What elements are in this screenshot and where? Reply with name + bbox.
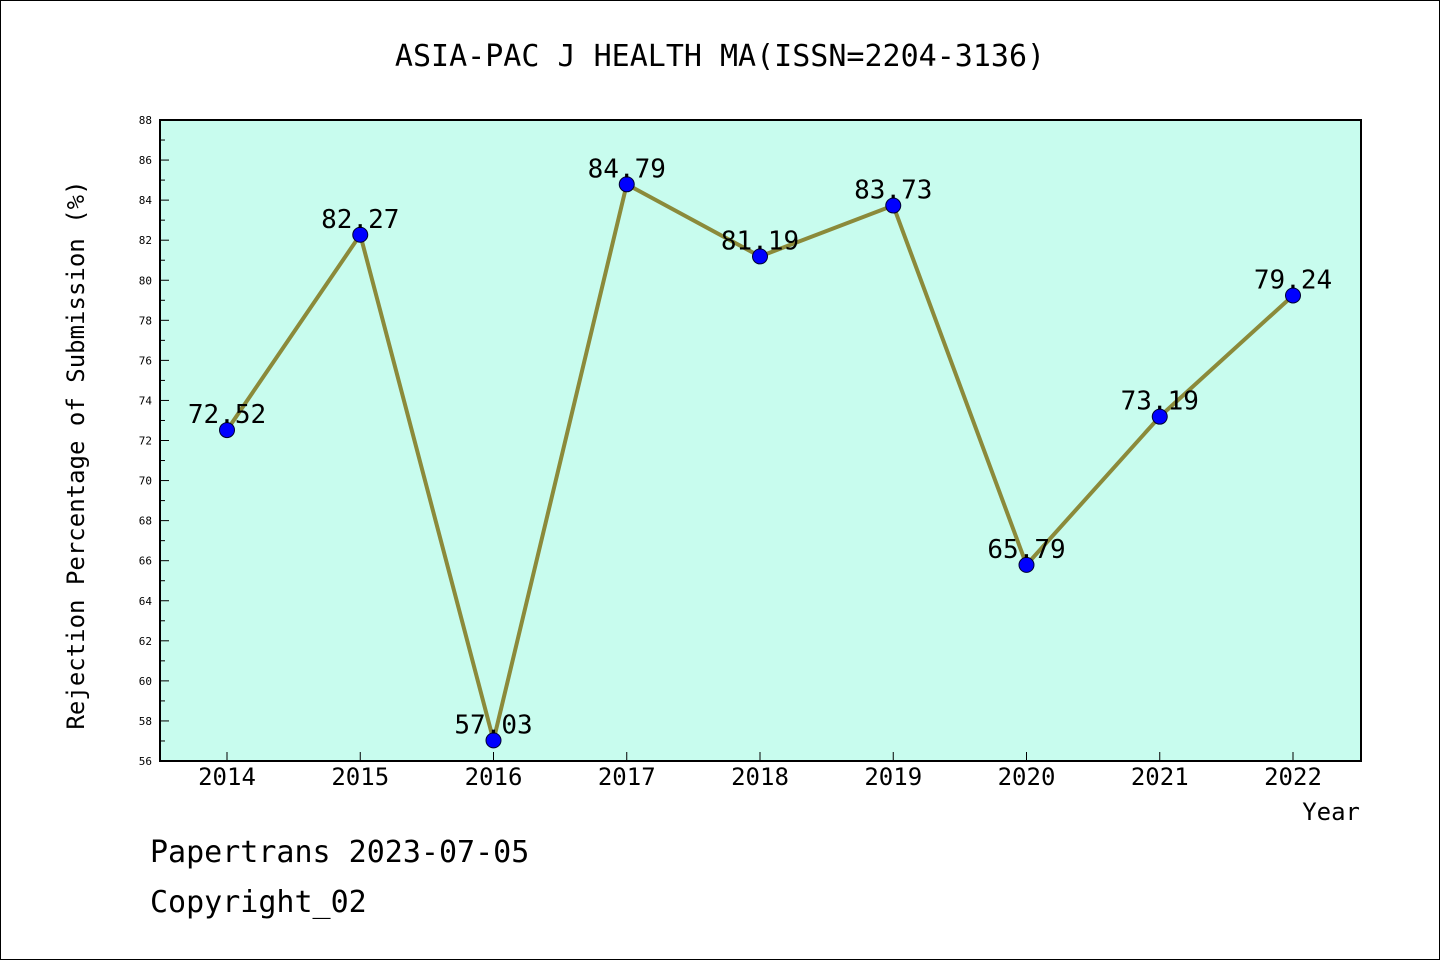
y-tick-label: 66 xyxy=(139,555,152,568)
data-label: 84.79 xyxy=(588,154,666,184)
data-point xyxy=(485,732,502,749)
y-tick-label: 58 xyxy=(139,715,152,728)
plot-border xyxy=(159,119,1362,762)
data-point xyxy=(618,176,635,193)
x-tick-label: 2020 xyxy=(998,763,1056,791)
data-label: 79.24 xyxy=(1254,265,1332,295)
x-tick-label: 2019 xyxy=(864,763,922,791)
data-point xyxy=(752,248,768,265)
data-labels: 72.52 82.27 57.03 84.79 81.19 83.73 65.79 73.19… xyxy=(188,154,1332,740)
data-label: 72.52 xyxy=(188,400,266,430)
data-label: 83.73 xyxy=(854,176,932,206)
y-tick-label: 76 xyxy=(139,354,152,367)
data-point xyxy=(1285,287,1301,304)
x-tick-label: 2014 xyxy=(198,763,256,791)
y-tick-label: 72 xyxy=(139,435,152,448)
x-tick-label: 2015 xyxy=(331,763,389,791)
y-tick-label: 82 xyxy=(139,234,152,247)
chart-title: ASIA-PAC J HEALTH MA(ISSN=2204-3136) xyxy=(395,39,1045,74)
y-tick-label: 88 xyxy=(139,114,152,127)
x-axis-label: Year xyxy=(1302,798,1360,826)
y-tick-label: 86 xyxy=(139,154,152,167)
y-axis: 56 58 60 62 64 66 68 70 72 74 76 78 80 82 84 86 88 xyxy=(139,114,169,768)
data-point xyxy=(219,422,235,439)
x-axis: 2014 2015 2016 2017 2018 2019 2020 2021 2022 xyxy=(198,752,1322,791)
data-markers xyxy=(219,176,1301,749)
data-point xyxy=(352,226,369,243)
data-label: 82.27 xyxy=(321,205,399,235)
data-point xyxy=(885,197,902,214)
data-point xyxy=(1018,556,1035,573)
y-tick-label: 56 xyxy=(139,755,152,768)
x-tick-label: 2016 xyxy=(465,763,523,791)
footer-date: Papertrans 2023-07-05 xyxy=(150,835,530,870)
data-point xyxy=(1151,408,1168,425)
data-label: 65.79 xyxy=(987,535,1065,565)
data-label: 73.19 xyxy=(1121,387,1199,417)
x-tick-label: 2022 xyxy=(1264,763,1322,791)
y-tick-label: 80 xyxy=(139,274,152,287)
y-tick-label: 60 xyxy=(139,675,152,688)
y-tick-label: 64 xyxy=(139,595,153,608)
x-tick-label: 2021 xyxy=(1131,763,1189,791)
x-tick-label: 2017 xyxy=(598,763,656,791)
y-tick-label: 62 xyxy=(139,635,152,648)
y-tick-label: 68 xyxy=(139,515,152,528)
data-label: 81.19 xyxy=(721,226,799,256)
footer-copyright: Copyright_02 xyxy=(150,885,367,920)
y-tick-label: 78 xyxy=(139,314,152,327)
y-tick-label: 74 xyxy=(139,394,153,407)
x-tick-label: 2018 xyxy=(731,763,789,791)
y-axis-label: Rejection Percentage of Submission (%) xyxy=(62,180,90,729)
y-tick-label: 84 xyxy=(139,194,153,207)
y-tick-label: 70 xyxy=(139,475,152,488)
data-label: 57.03 xyxy=(454,710,532,740)
